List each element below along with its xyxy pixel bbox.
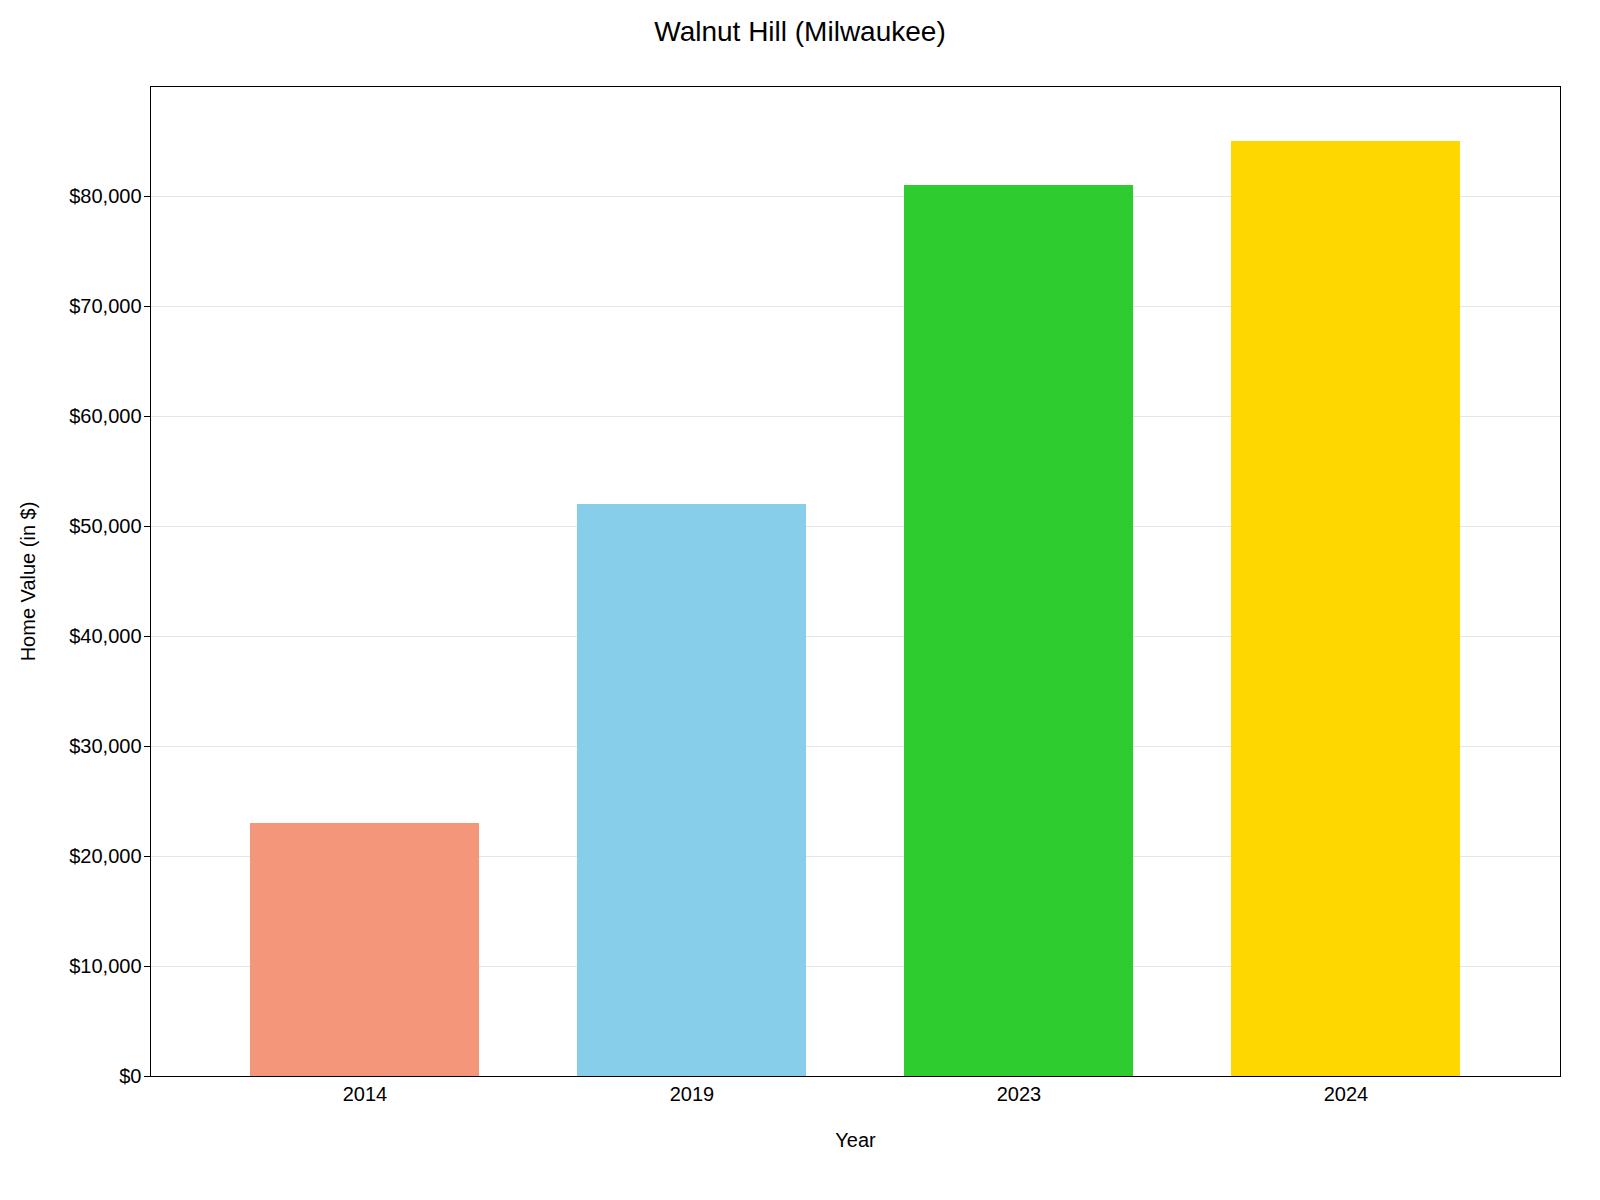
svg-text:$10,000: $10,000 [69,955,141,977]
svg-text:$20,000: $20,000 [69,845,141,867]
svg-text:$70,000: $70,000 [69,295,141,317]
svg-text:2014: 2014 [343,1083,388,1105]
svg-text:$40,000: $40,000 [69,625,141,647]
svg-text:2019: 2019 [670,1083,715,1105]
svg-text:2024: 2024 [1324,1083,1369,1105]
svg-text:Year: Year [835,1129,876,1151]
svg-text:$60,000: $60,000 [69,405,141,427]
svg-text:$50,000: $50,000 [69,515,141,537]
svg-text:$0: $0 [119,1065,141,1087]
svg-text:2023: 2023 [997,1083,1042,1105]
html-text:Walnut Hill (Milwaukee): Walnut Hill (Milwaukee) [654,16,946,47]
svg-text:$30,000: $30,000 [69,735,141,757]
svg-text:$80,000: $80,000 [69,185,141,207]
svg-text:Home Value (in $): Home Value (in $) [17,502,39,662]
